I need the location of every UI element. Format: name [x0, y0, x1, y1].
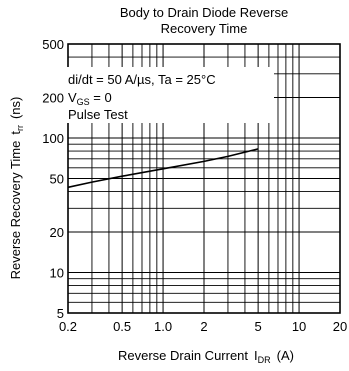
plot-frame — [67, 43, 341, 314]
y-tick-label: 500 — [42, 37, 64, 52]
chart-title-line-1: Body to Drain Diode Reverse — [120, 5, 288, 20]
y-axis-label: Reverse Recovery Timetrr(ns) — [8, 97, 25, 280]
annotation-conditions: di/dt = 50 A/µs, Ta = 25°C — [68, 72, 216, 87]
chart-title-line-2: Recovery Time — [161, 21, 248, 36]
y-tick-labels: 5 10 20 50 100 200 500 — [42, 37, 64, 321]
x-tick-label: 20 — [333, 319, 347, 334]
x-tick-label: 5 — [255, 319, 262, 334]
x-tick-label: 1.0 — [154, 319, 172, 334]
annotation-vgs: VGS = 0 — [68, 90, 112, 107]
y-tick-label: 100 — [42, 131, 64, 146]
x-tick-label: 2 — [200, 319, 207, 334]
y-tick-label: 5 — [57, 306, 64, 321]
annotation-background — [66, 67, 274, 123]
y-tick-label: 50 — [50, 172, 64, 187]
y-tick-label: 10 — [50, 266, 64, 281]
annotation-pulse-test: Pulse Test — [68, 107, 128, 122]
x-tick-labels: 0.2 0.5 1.0 2 5 10 20 — [59, 319, 347, 334]
y-tick-label: 20 — [50, 225, 64, 240]
x-tick-label: 0.2 — [59, 319, 77, 334]
x-axis-label: Reverse Drain Current IDR (A) — [118, 348, 294, 365]
y-tick-label: 200 — [42, 91, 64, 106]
x-tick-label: 0.5 — [113, 319, 131, 334]
x-tick-label: 10 — [292, 319, 306, 334]
series-line-trr — [67, 148, 259, 189]
